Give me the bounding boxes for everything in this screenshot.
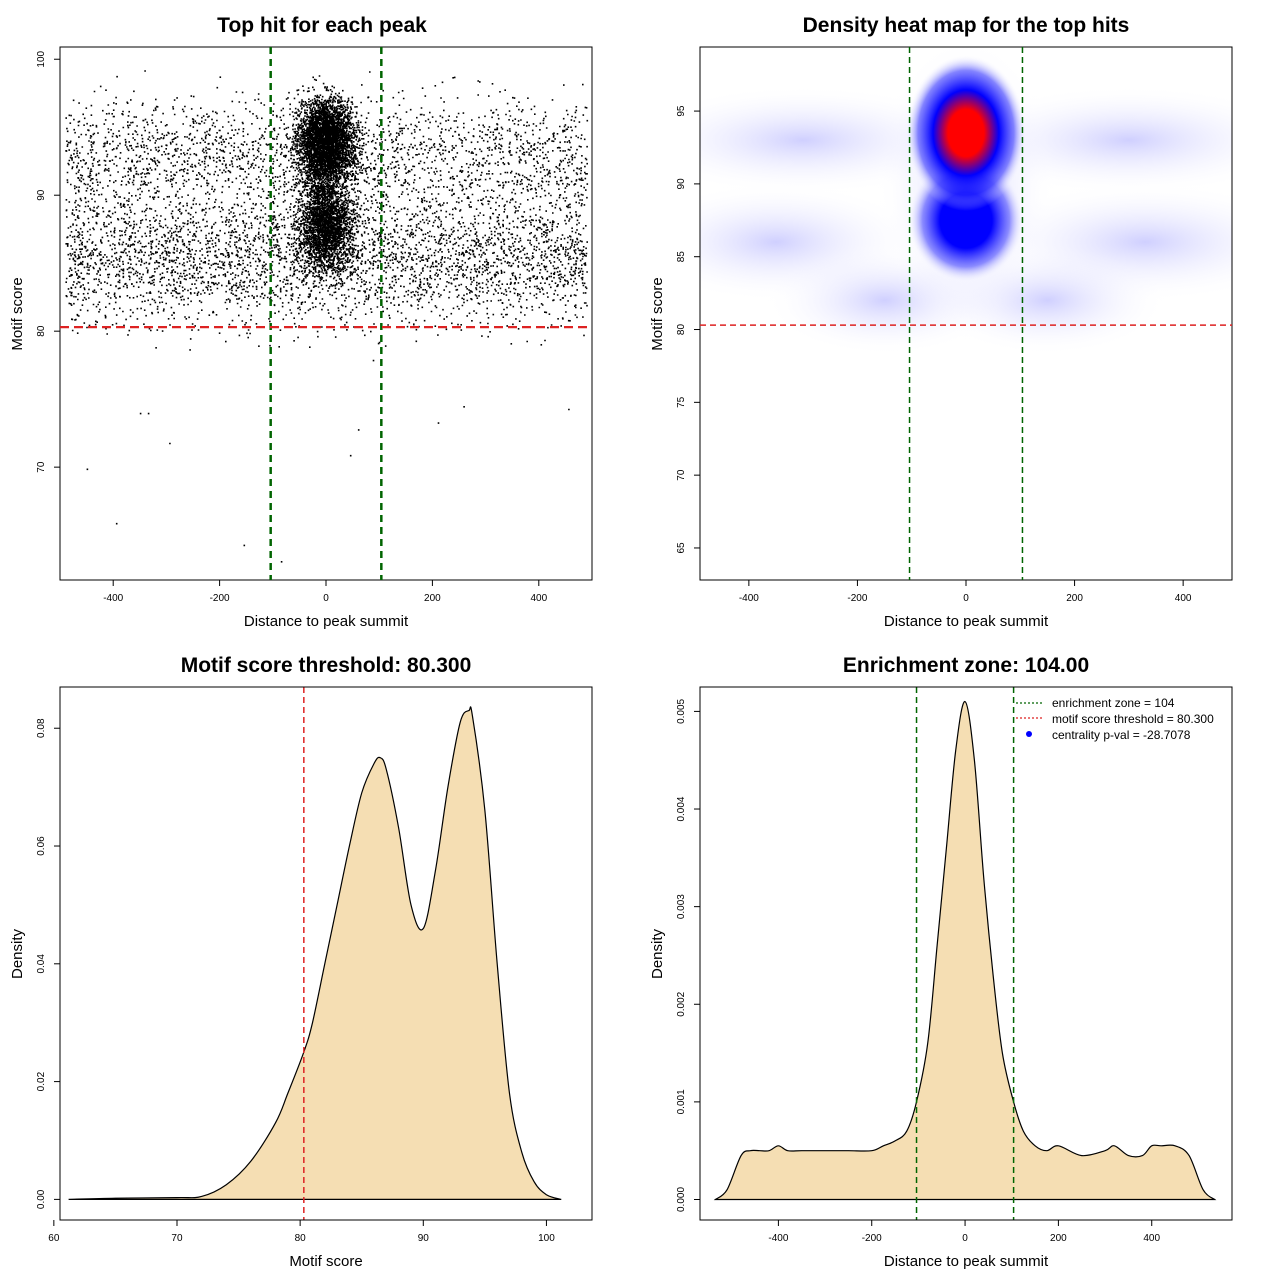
score-density-panel: Motif score threshold: 80.300 60 70 80 90 10…: [9, 654, 593, 1270]
y-tick-label: 80: [676, 324, 687, 336]
heatmap-field: [700, 47, 1232, 580]
x-tick-label: 90: [418, 1233, 430, 1244]
y-tick-label: 0.002: [676, 991, 687, 1016]
score-density-y-axis: 0.00 0.02 0.04 0.06 0.08: [36, 718, 60, 1209]
x-tick-label: 60: [48, 1233, 60, 1244]
y-tick-label: 65: [676, 542, 687, 554]
x-tick-label: 400: [530, 593, 547, 604]
heatmap-y-axis: 65 70 75 80 85 90 95: [676, 105, 700, 554]
x-tick-label: -200: [862, 1233, 882, 1244]
heatmap-y-label: Motif score: [649, 277, 666, 350]
enrichment-title: Enrichment zone: 104.00: [843, 654, 1089, 677]
y-tick-label: 0.005: [676, 698, 687, 723]
score-density-x-label: Motif score: [289, 1253, 362, 1270]
y-tick-label: 0.04: [36, 954, 47, 974]
score-density-y-label: Density: [9, 928, 26, 979]
enrichment-x-axis: -400 -200 0 200 400: [768, 1220, 1161, 1244]
x-tick-label: 80: [295, 1233, 307, 1244]
enrichment-y-axis: 0.000 0.001 0.002 0.003 0.004 0.005: [676, 698, 700, 1212]
y-tick-label: 90: [676, 178, 687, 190]
enrichment-panel: Enrichment zone: 104.00 -400 -200 0 200 400 …: [649, 654, 1233, 1270]
y-tick-label: 0.003: [676, 894, 687, 919]
y-tick-label: 80: [36, 325, 47, 337]
legend-threshold-label: motif score threshold = 80.300: [1052, 712, 1214, 726]
x-tick-label: 0: [963, 593, 969, 604]
scatter-title: Top hit for each peak: [217, 14, 427, 37]
y-tick-label: 70: [676, 469, 687, 481]
x-tick-label: -200: [210, 593, 230, 604]
x-tick-label: 70: [171, 1233, 183, 1244]
x-tick-label: 400: [1143, 1233, 1160, 1244]
heatmap-x-label: Distance to peak summit: [884, 613, 1049, 630]
score-density-plot-frame: [59, 686, 593, 1221]
x-tick-label: 200: [1066, 593, 1083, 604]
scatter-y-axis: 70 80 90 100: [36, 50, 60, 473]
y-tick-label: 0.001: [676, 1089, 687, 1114]
y-tick-label: 0.08: [36, 718, 47, 738]
x-tick-label: 200: [1050, 1233, 1067, 1244]
scatter-panel: Top hit for each peak -400 -200 0 200 400 70…: [9, 14, 593, 630]
x-tick-label: 400: [1175, 593, 1192, 604]
score-density-curve: [68, 706, 562, 1200]
y-tick-label: 70: [36, 461, 47, 473]
legend-zone-label: enrichment zone = 104: [1052, 696, 1175, 710]
y-tick-label: 0.06: [36, 836, 47, 856]
x-tick-label: -400: [768, 1233, 788, 1244]
enrichment-density-curve: [713, 700, 1217, 1201]
x-tick-label: 0: [962, 1233, 968, 1244]
enrichment-plot-frame: [699, 686, 1233, 1221]
scatter-x-label: Distance to peak summit: [244, 613, 409, 630]
x-tick-label: 0: [323, 593, 329, 604]
x-tick-label: -200: [847, 593, 867, 604]
y-tick-label: 75: [676, 396, 687, 408]
heatmap-title: Density heat map for the top hits: [803, 14, 1130, 37]
y-tick-label: 0.02: [36, 1071, 47, 1091]
scatter-points: [65, 70, 589, 563]
x-tick-label: 100: [538, 1233, 555, 1244]
scatter-point-cloud: [65, 70, 589, 563]
x-tick-label: -400: [739, 593, 759, 604]
enrichment-x-label: Distance to peak summit: [884, 1253, 1049, 1270]
legend-pval-dot: [1026, 731, 1032, 737]
y-tick-label: 0.00: [36, 1189, 47, 1209]
x-tick-label: -400: [103, 593, 123, 604]
y-tick-label: 90: [36, 189, 47, 201]
score-density-x-axis: 60 70 80 90 100: [48, 1220, 555, 1244]
score-density-title: Motif score threshold: 80.300: [181, 654, 472, 677]
y-tick-label: 0.000: [676, 1187, 687, 1212]
heatmap-hotspot-high: [906, 54, 1026, 211]
y-tick-label: 85: [676, 251, 687, 263]
enrichment-y-label: Density: [649, 928, 666, 979]
scatter-x-axis: -400 -200 0 200 400: [103, 580, 548, 604]
y-tick-label: 95: [676, 105, 687, 117]
legend-pval-label: centrality p-val = -28.7078: [1052, 728, 1191, 742]
heatmap-x-axis: -400 -200 0 200 400: [739, 580, 1192, 604]
x-tick-label: 200: [424, 593, 441, 604]
y-tick-label: 0.004: [676, 796, 687, 821]
y-tick-label: 100: [36, 50, 47, 67]
heatmap-panel: Density heat map for the top hits -400 -2…: [649, 14, 1233, 630]
scatter-y-label: Motif score: [9, 277, 26, 350]
enrichment-legend: enrichment zone = 104 motif score thresh…: [1016, 696, 1214, 742]
